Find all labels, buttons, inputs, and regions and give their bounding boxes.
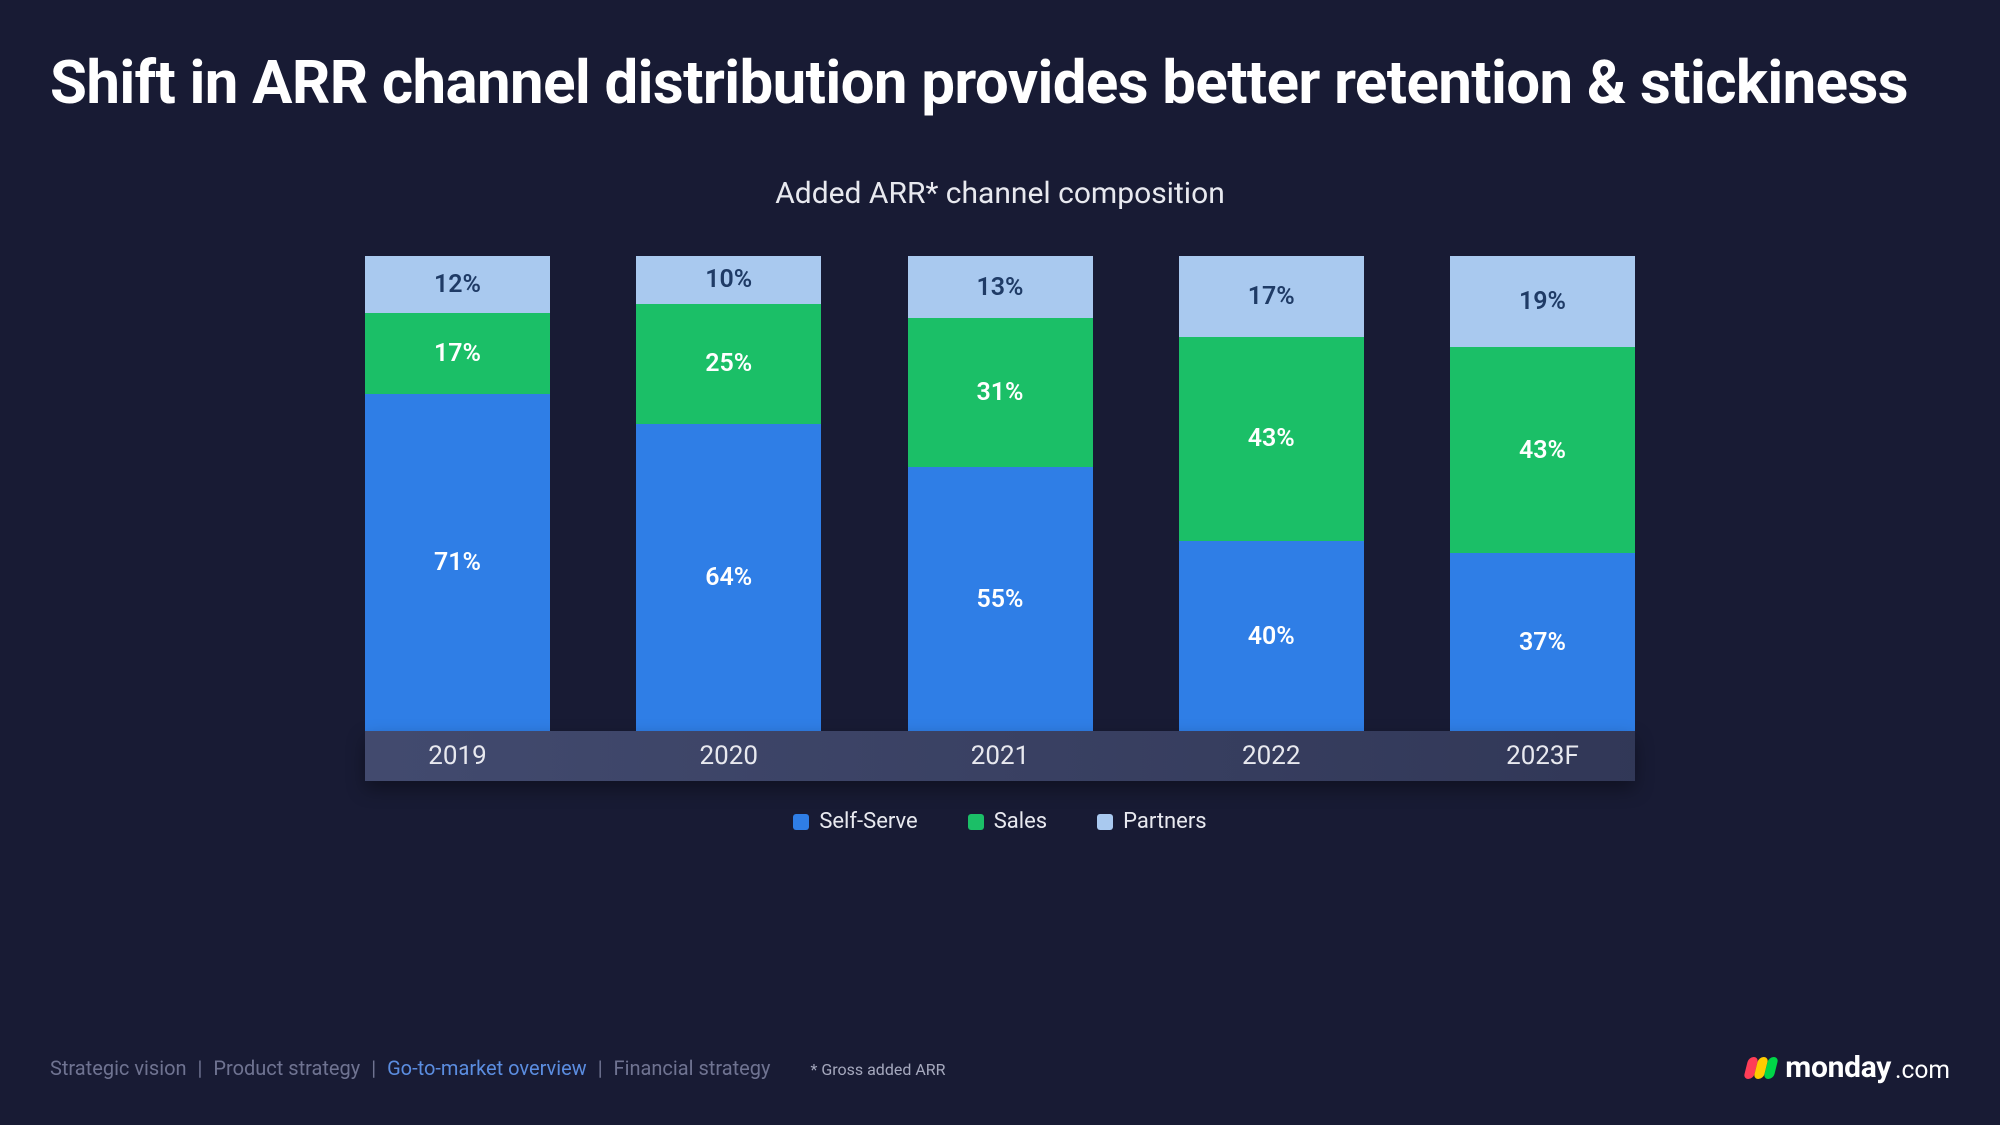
breadcrumb-item: Go-to-market overview [387, 1056, 587, 1080]
chart-area: Added ARR* channel composition 12% 17% 7… [50, 176, 1950, 1020]
segment-self-serve: 71% [365, 394, 550, 731]
segment-self-serve: 37% [1450, 553, 1635, 731]
chart-bars-wrap: 12% 17% 71% 10% 25% 64% 13% 31% [365, 256, 1635, 834]
x-axis-label: 2019 [365, 741, 550, 771]
segment-self-serve: 40% [1179, 541, 1364, 731]
segment-partners: 17% [1179, 256, 1364, 337]
logo-marks [1744, 1057, 1779, 1079]
logo-tld: .com [1895, 1056, 1950, 1085]
stacked-bar: 12% 17% 71% [365, 256, 550, 731]
footer-left: Strategic vision | Product strategy | Go… [50, 1056, 945, 1080]
brand-logo: monday.com [1746, 1050, 1950, 1085]
slide-title: Shift in ARR channel distribution provid… [50, 50, 1950, 116]
chart-bars: 12% 17% 71% 10% 25% 64% 13% 31% [365, 256, 1635, 731]
bar-col: 17% 43% 40% [1179, 256, 1364, 731]
stacked-bar: 19% 43% 37% [1450, 256, 1635, 731]
stacked-bar: 13% 31% 55% [908, 256, 1093, 731]
legend-swatch [1097, 814, 1113, 830]
bar-col: 12% 17% 71% [365, 256, 550, 731]
breadcrumb-separator: | [371, 1056, 376, 1080]
segment-self-serve: 55% [908, 467, 1093, 731]
slide-footer: Strategic vision | Product strategy | Go… [50, 1020, 1950, 1085]
segment-partners: 19% [1450, 256, 1635, 347]
segment-sales: 43% [1450, 347, 1635, 553]
segment-partners: 13% [908, 256, 1093, 318]
chart-legend: Self-Serve Sales Partners [365, 809, 1635, 834]
bar-col: 19% 43% 37% [1450, 256, 1635, 731]
bar-col: 13% 31% 55% [908, 256, 1093, 731]
segment-partners: 10% [636, 256, 821, 304]
x-axis-label: 2022 [1179, 741, 1364, 771]
segment-sales: 25% [636, 304, 821, 424]
stacked-bar: 17% 43% 40% [1179, 256, 1364, 731]
bar-col: 10% 25% 64% [636, 256, 821, 731]
chart-title: Added ARR* channel composition [775, 176, 1225, 211]
footnote: * Gross added ARR [810, 1060, 945, 1079]
slide: Shift in ARR channel distribution provid… [0, 0, 2000, 1125]
logo-name: monday [1785, 1050, 1891, 1085]
x-axis-label: 2020 [636, 741, 821, 771]
segment-sales: 31% [908, 318, 1093, 467]
legend-item: Self-Serve [793, 809, 917, 834]
segment-partners: 12% [365, 256, 550, 313]
breadcrumb-separator: | [198, 1056, 203, 1080]
x-axis: 2019 2020 2021 2022 2023F [365, 731, 1635, 781]
x-axis-label: 2023F [1450, 741, 1635, 771]
segment-self-serve: 64% [636, 424, 821, 731]
breadcrumb-item: Financial strategy [614, 1056, 771, 1080]
legend-label: Partners [1123, 809, 1207, 834]
legend-item: Partners [1097, 809, 1207, 834]
stacked-bar: 10% 25% 64% [636, 256, 821, 731]
breadcrumb-separator: | [598, 1056, 603, 1080]
legend-swatch [968, 814, 984, 830]
breadcrumb: Strategic vision | Product strategy | Go… [50, 1056, 770, 1080]
legend-swatch [793, 814, 809, 830]
segment-sales: 43% [1179, 337, 1364, 541]
legend-label: Self-Serve [819, 809, 917, 834]
breadcrumb-item: Product strategy [213, 1056, 360, 1080]
breadcrumb-item: Strategic vision [50, 1056, 187, 1080]
x-axis-label: 2021 [908, 741, 1093, 771]
legend-label: Sales [994, 809, 1047, 834]
legend-item: Sales [968, 809, 1047, 834]
segment-sales: 17% [365, 313, 550, 394]
